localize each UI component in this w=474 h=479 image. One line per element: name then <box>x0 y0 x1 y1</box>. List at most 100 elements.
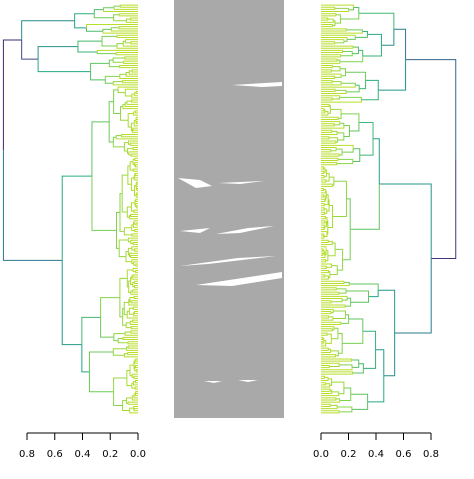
branch <box>122 307 125 317</box>
branch <box>134 282 138 284</box>
branch <box>393 28 407 60</box>
branch <box>123 308 128 316</box>
branch <box>321 6 336 9</box>
branch <box>135 195 138 198</box>
branch <box>342 148 354 153</box>
branch <box>135 370 138 373</box>
branch <box>362 330 377 350</box>
branch <box>321 300 332 302</box>
branch <box>118 14 138 17</box>
branch <box>134 230 138 233</box>
branch <box>134 250 138 252</box>
branch <box>132 308 138 310</box>
branch <box>123 60 138 63</box>
branch <box>103 9 138 13</box>
branch <box>131 395 135 398</box>
branch <box>122 400 127 406</box>
branch <box>321 34 356 38</box>
branch <box>134 94 138 97</box>
branch <box>133 261 138 264</box>
branch <box>321 81 333 84</box>
branch <box>117 86 138 90</box>
branch <box>321 129 333 132</box>
branch <box>331 391 340 394</box>
branch <box>133 222 137 225</box>
branch <box>116 43 124 46</box>
branch <box>124 331 131 334</box>
branch <box>321 400 341 403</box>
branch <box>116 230 120 249</box>
branch <box>135 224 138 226</box>
branch <box>96 49 138 53</box>
branch <box>134 311 138 313</box>
branch <box>321 280 345 283</box>
branch <box>321 318 334 321</box>
branch <box>126 369 131 379</box>
branch <box>134 157 138 160</box>
branch <box>321 183 334 186</box>
branch <box>129 410 138 414</box>
branch <box>127 345 138 348</box>
branch <box>129 144 138 146</box>
branch <box>339 56 364 63</box>
branch <box>343 125 350 132</box>
branch <box>329 204 334 217</box>
branch <box>130 239 138 242</box>
branch <box>135 185 138 188</box>
branch <box>349 283 379 291</box>
branch <box>134 248 138 250</box>
branch <box>334 18 341 24</box>
branch <box>321 29 347 32</box>
branch <box>321 242 333 246</box>
branch <box>132 274 138 276</box>
branch <box>125 400 129 404</box>
branch <box>321 301 332 304</box>
branch <box>133 211 138 213</box>
branch <box>125 72 130 75</box>
branch <box>321 252 324 255</box>
branch <box>349 122 360 132</box>
branch <box>37 59 91 73</box>
branch <box>342 298 348 301</box>
branch <box>96 52 117 55</box>
branch <box>321 403 331 406</box>
gap <box>238 380 258 382</box>
branch <box>131 385 136 389</box>
branch <box>130 301 138 304</box>
branch <box>77 40 103 47</box>
branch <box>130 215 138 218</box>
branch <box>341 82 356 86</box>
branch <box>131 397 138 401</box>
branch <box>136 189 138 192</box>
branch <box>321 231 328 235</box>
branch <box>321 321 342 324</box>
branch <box>347 297 352 303</box>
branch <box>321 75 335 78</box>
branch <box>321 194 325 197</box>
branch <box>134 386 138 389</box>
branch <box>321 200 326 202</box>
branch <box>132 289 138 291</box>
branch <box>343 387 352 395</box>
branch <box>130 202 135 207</box>
branch <box>113 17 127 22</box>
branch <box>321 259 327 261</box>
branch <box>334 7 350 10</box>
branch <box>126 310 130 315</box>
branch <box>321 118 339 120</box>
branch <box>121 193 128 213</box>
branch <box>321 334 328 336</box>
branch <box>321 341 324 343</box>
branch <box>352 155 361 163</box>
branch <box>102 28 112 32</box>
branch <box>321 213 326 215</box>
branch <box>343 131 350 137</box>
branch <box>325 255 329 262</box>
branch <box>128 153 132 156</box>
branch <box>367 375 385 403</box>
branch <box>321 39 345 42</box>
branch <box>321 4 355 8</box>
branch <box>336 59 341 62</box>
branch <box>321 61 341 64</box>
branch <box>321 362 340 365</box>
